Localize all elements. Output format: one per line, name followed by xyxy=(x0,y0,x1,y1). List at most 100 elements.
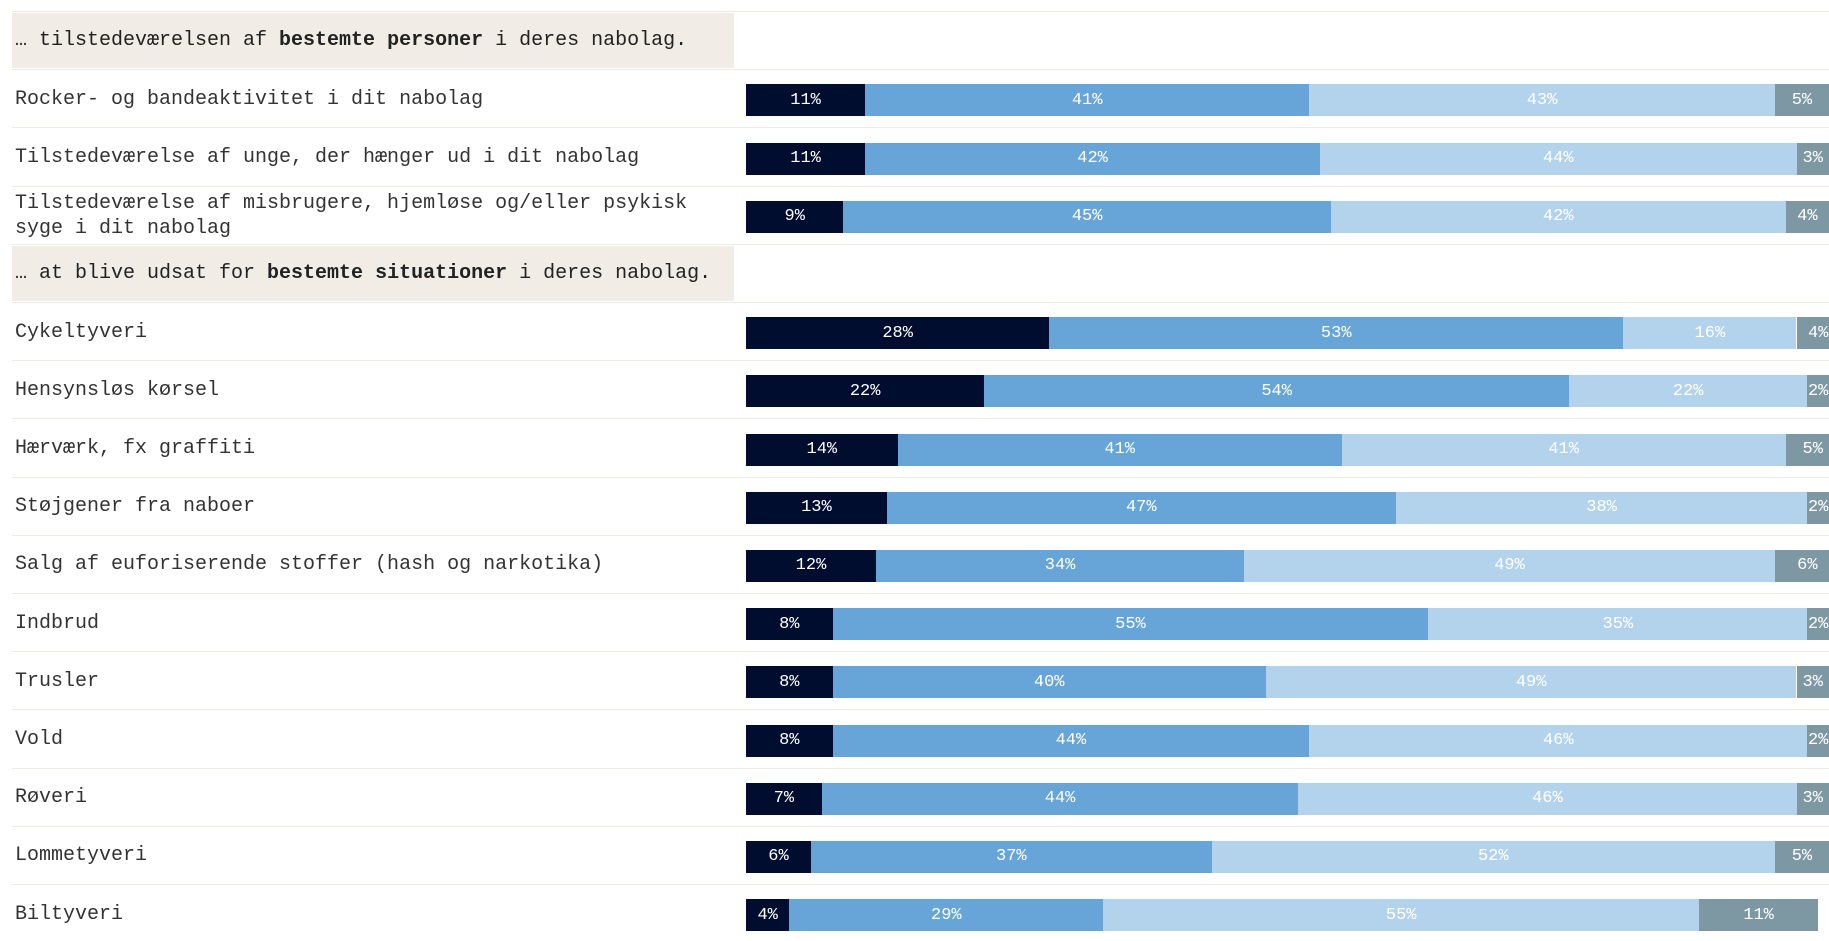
bar-segment: 7% xyxy=(746,783,822,815)
bar-segment: 41% xyxy=(898,434,1342,466)
bar-segment: 8% xyxy=(746,725,833,757)
category-label: Tilstedeværelse af unge, der hænger ud i… xyxy=(15,130,735,184)
row-divider xyxy=(12,709,1829,710)
bar-segment: 13% xyxy=(746,492,887,524)
bar-segment: 6% xyxy=(746,841,811,873)
section-suffix: i deres nabolag. xyxy=(507,262,711,285)
category-label: Biltyveri xyxy=(15,887,735,941)
bar-value-label: 6% xyxy=(768,847,788,866)
bar-value-label: 22% xyxy=(850,382,881,401)
bar-segment: 11% xyxy=(746,84,865,116)
row-divider xyxy=(12,302,1829,303)
bar-value-label: 4% xyxy=(1808,324,1828,343)
bar-segment: 44% xyxy=(833,725,1310,757)
bar-value-label: 8% xyxy=(779,615,799,634)
row-divider xyxy=(12,360,1829,361)
bar-segment: 45% xyxy=(843,201,1330,233)
row-divider xyxy=(12,593,1829,594)
bar-value-label: 37% xyxy=(996,847,1027,866)
row-divider xyxy=(12,186,1829,187)
bar-segment: 2% xyxy=(1807,608,1829,640)
category-label: Støjgener fra naboer xyxy=(15,480,735,534)
bar-value-label: 43% xyxy=(1527,91,1558,110)
bar-value-label: 11% xyxy=(790,91,821,110)
row-divider xyxy=(12,768,1829,769)
row-divider xyxy=(12,127,1829,128)
bar-value-label: 12% xyxy=(796,556,827,575)
bar-value-label: 2% xyxy=(1808,615,1828,634)
bar-value-label: 55% xyxy=(1115,615,1146,634)
bar-segment: 22% xyxy=(1569,375,1807,407)
bar-value-label: 8% xyxy=(779,673,799,692)
bar-segment: 6% xyxy=(1775,550,1829,582)
bar-value-label: 42% xyxy=(1077,149,1108,168)
bar-value-label: 53% xyxy=(1321,324,1352,343)
bar-segment: 53% xyxy=(1049,317,1623,349)
bar-value-label: 16% xyxy=(1695,324,1726,343)
section-suffix: i deres nabolag. xyxy=(483,29,687,52)
bar-value-label: 44% xyxy=(1543,149,1574,168)
bar-segment: 34% xyxy=(876,550,1244,582)
bar-segment: 3% xyxy=(1797,666,1829,698)
bar-value-label: 47% xyxy=(1126,498,1157,517)
category-label: Tilstedeværelse af misbrugere, hjemløse … xyxy=(15,189,735,243)
bar-value-label: 5% xyxy=(1792,91,1812,110)
bar-segment: 8% xyxy=(746,608,833,640)
category-label: Trusler xyxy=(15,654,735,708)
bar-value-label: 52% xyxy=(1478,847,1509,866)
bar-segment: 8% xyxy=(746,666,833,698)
bar-segment: 46% xyxy=(1309,725,1807,757)
bar-segment: 43% xyxy=(1309,84,1775,116)
bar-value-label: 45% xyxy=(1072,207,1103,226)
bar-segment: 16% xyxy=(1623,317,1796,349)
bar-value-label: 49% xyxy=(1516,673,1547,692)
bar-segment: 11% xyxy=(1699,899,1818,931)
bar-segment: 4% xyxy=(1797,317,1829,349)
bar-segment: 5% xyxy=(1775,841,1829,873)
section-prefix: … at blive udsat for xyxy=(15,262,267,285)
bar-segment: 38% xyxy=(1396,492,1808,524)
bar-value-label: 14% xyxy=(807,440,838,459)
bar-segment: 2% xyxy=(1807,492,1829,524)
category-label: Røveri xyxy=(15,771,735,825)
bar-value-label: 13% xyxy=(801,498,832,517)
category-label: Lommetyveri xyxy=(15,829,735,883)
bar-segment: 5% xyxy=(1786,434,1829,466)
bar-segment: 42% xyxy=(865,143,1320,175)
bar-value-label: 3% xyxy=(1803,673,1823,692)
bar-segment: 37% xyxy=(811,841,1212,873)
bar-value-label: 40% xyxy=(1034,673,1065,692)
bar-value-label: 11% xyxy=(1743,906,1774,925)
category-label: Hærværk, fx graffiti xyxy=(15,421,735,475)
row-divider xyxy=(12,535,1829,536)
bar-segment: 9% xyxy=(746,201,843,233)
bar-segment: 2% xyxy=(1807,375,1829,407)
bar-value-label: 22% xyxy=(1673,382,1704,401)
bar-value-label: 6% xyxy=(1797,556,1817,575)
bar-value-label: 2% xyxy=(1808,382,1828,401)
bar-segment: 3% xyxy=(1797,783,1829,815)
bar-value-label: 4% xyxy=(1797,207,1817,226)
section-header-text: … tilstedeværelsen af bestemte personer … xyxy=(15,28,687,53)
bar-value-label: 29% xyxy=(931,906,962,925)
bar-segment: 22% xyxy=(746,375,984,407)
bar-value-label: 3% xyxy=(1803,149,1823,168)
bar-segment: 40% xyxy=(833,666,1266,698)
section-bold: bestemte personer xyxy=(279,29,483,52)
row-divider xyxy=(12,826,1829,827)
bar-segment: 28% xyxy=(746,317,1049,349)
bar-segment: 11% xyxy=(746,143,865,175)
bar-value-label: 44% xyxy=(1056,731,1087,750)
bar-segment: 41% xyxy=(1342,434,1786,466)
bar-segment: 2% xyxy=(1807,725,1829,757)
bar-segment: 44% xyxy=(1320,143,1797,175)
row-divider xyxy=(12,884,1829,885)
bar-segment: 54% xyxy=(984,375,1569,407)
bar-value-label: 55% xyxy=(1386,906,1417,925)
bar-segment: 5% xyxy=(1775,84,1829,116)
bar-value-label: 28% xyxy=(882,324,913,343)
bar-value-label: 46% xyxy=(1532,789,1563,808)
bar-value-label: 8% xyxy=(779,731,799,750)
bar-segment: 41% xyxy=(865,84,1309,116)
bar-value-label: 5% xyxy=(1803,440,1823,459)
